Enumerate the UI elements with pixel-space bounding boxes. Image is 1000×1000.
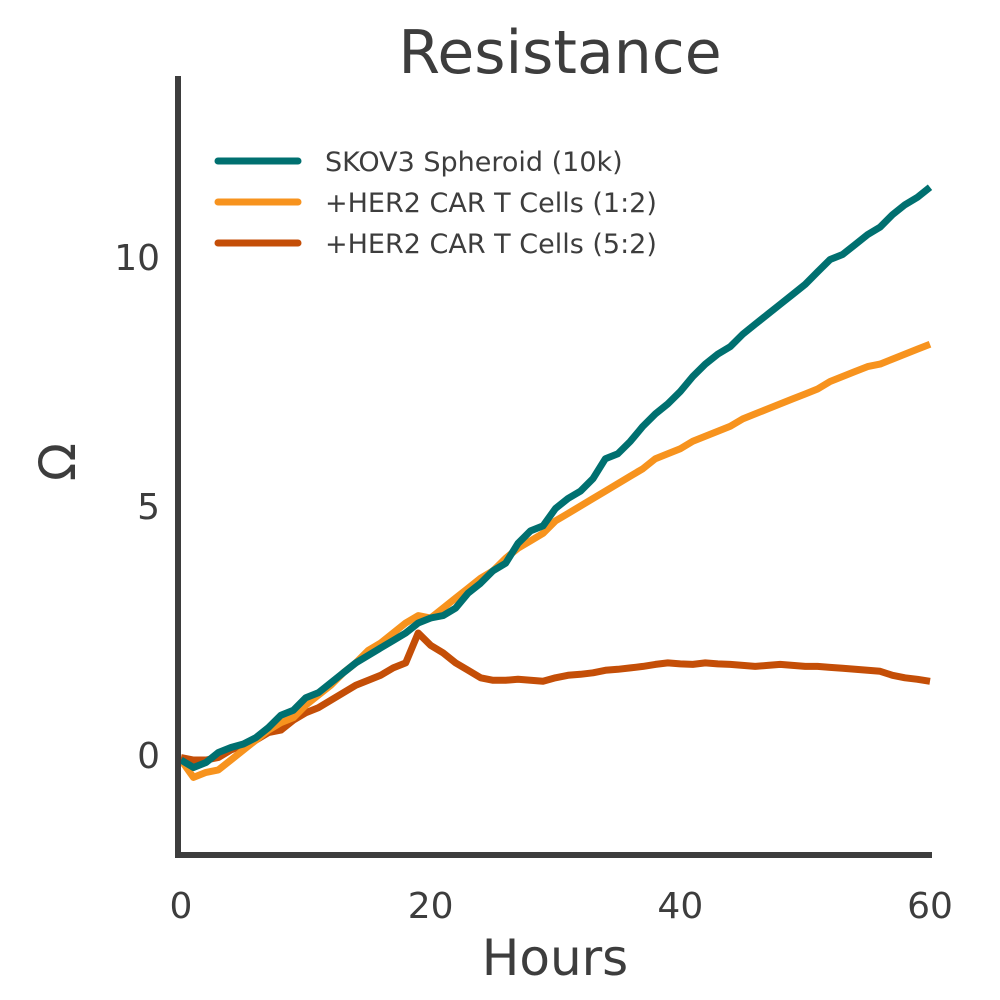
y-tick-label: 10 bbox=[114, 238, 160, 279]
legend-label: +HER2 CAR T Cells (5:2) bbox=[325, 229, 657, 260]
series-line-1 bbox=[179, 184, 933, 771]
legend: SKOV3 Spheroid (10k) +HER2 CAR T Cells (1… bbox=[214, 147, 657, 260]
y-tick-label: 0 bbox=[137, 736, 160, 777]
legend-item: +HER2 CAR T Cells (1:2) bbox=[214, 188, 657, 219]
y-tick-label: 5 bbox=[137, 487, 160, 528]
x-axis-label: Hours bbox=[482, 929, 628, 987]
x-tick-label: 60 bbox=[907, 886, 953, 927]
legend-item: +HER2 CAR T Cells (5:2) bbox=[214, 229, 657, 260]
legend-item: SKOV3 Spheroid (10k) bbox=[214, 147, 623, 178]
series-layer bbox=[178, 184, 933, 781]
x-tick-label: 20 bbox=[408, 886, 454, 927]
x-tick-label: 0 bbox=[170, 886, 193, 927]
chart-title: Resistance bbox=[398, 18, 721, 88]
legend-label: SKOV3 Spheroid (10k) bbox=[325, 147, 623, 178]
series-line-2 bbox=[178, 340, 932, 781]
x-tick-label: 40 bbox=[657, 886, 703, 927]
tick-labels: 0 20 40 60 0 5 10 bbox=[114, 238, 953, 927]
series-line-3 bbox=[180, 629, 931, 764]
y-axis-label: Ω bbox=[29, 443, 87, 481]
legend-label: +HER2 CAR T Cells (1:2) bbox=[325, 188, 657, 219]
